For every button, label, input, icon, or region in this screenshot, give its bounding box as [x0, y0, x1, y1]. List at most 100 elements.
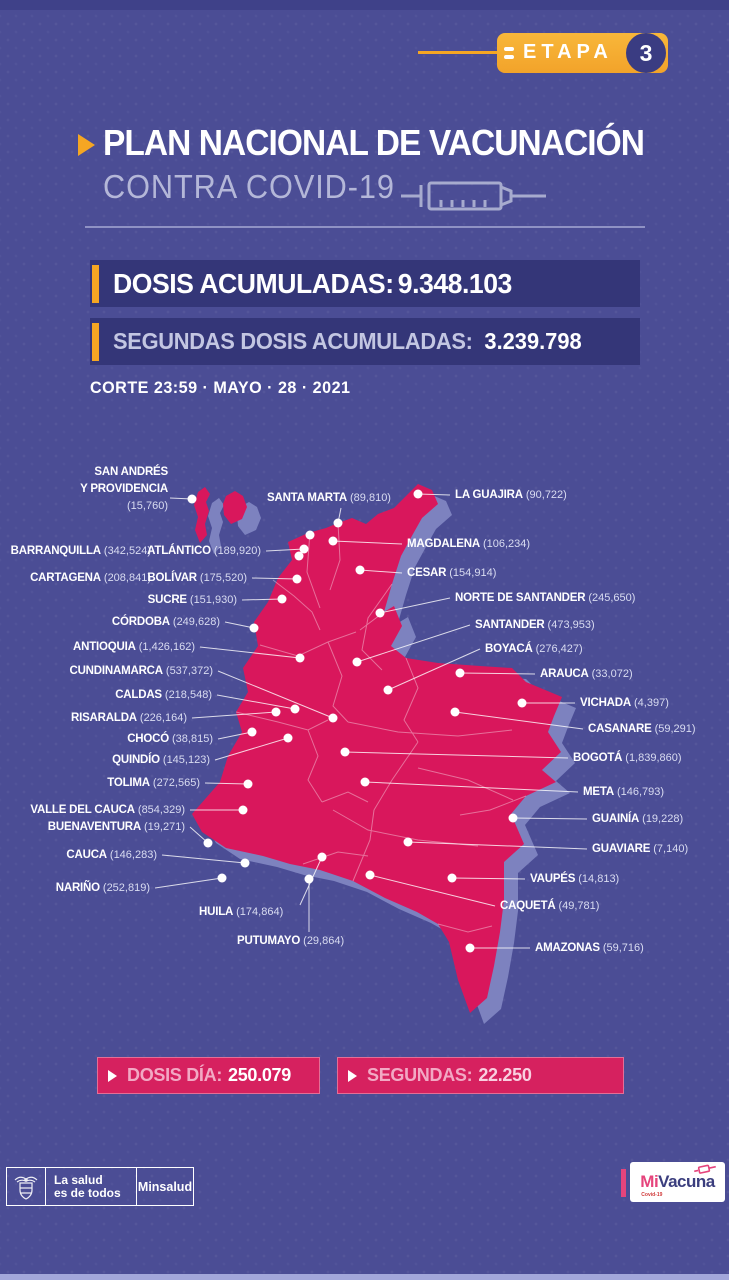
map-dot-guaviare: [403, 837, 413, 847]
map-dot-arauca: [455, 668, 465, 678]
mini-syringe-icon: [693, 1164, 716, 1174]
gov-coat-of-arms-icon: [7, 1168, 46, 1205]
leader-line-bogota: [344, 751, 569, 759]
map-dot-cauca: [240, 858, 250, 868]
map-dot-narino: [217, 873, 227, 883]
map-dot-amazonas: [465, 943, 475, 953]
map-dot-guainia: [508, 813, 518, 823]
map-dot-cundinamarca: [328, 713, 338, 723]
arrow-icon: [348, 1069, 357, 1082]
segundas-dosis-banner: SEGUNDAS DOSIS ACUMULADAS: 3.239.798: [90, 318, 640, 365]
minsalud-logo: La salud es de todos Minsalud: [6, 1167, 194, 1206]
map-dots: [187, 489, 527, 953]
leader-line-tolima: [204, 782, 249, 785]
syringe-icon: [401, 181, 546, 211]
badge-dash-icon: [504, 47, 514, 51]
leader-line-santander: [356, 624, 471, 663]
map-dot-quindio: [283, 733, 293, 743]
mivacuna-logo: MiVacuna Covid-19: [630, 1162, 725, 1202]
orange-accent-bar: [92, 264, 99, 303]
map-dot-santa-marta: [333, 518, 343, 528]
dosis-acumuladas-label: DOSIS ACUMULADAS:: [113, 267, 394, 299]
map-dot-barranquilla: [305, 530, 315, 540]
map-dot-tolima: [243, 779, 253, 789]
map-dot-bogota: [340, 747, 350, 757]
mivacuna-accent-bar: [621, 1169, 626, 1197]
bottom-strip: [0, 1274, 729, 1280]
map-dot-caqueta: [365, 870, 375, 880]
segundas-label: SEGUNDAS:: [367, 1065, 473, 1085]
arrow-icon: [108, 1069, 117, 1082]
mivacuna-subtext: Covid-19: [641, 1192, 663, 1198]
leader-line-quindio: [214, 737, 289, 761]
leader-line-cauca: [161, 854, 246, 864]
title-divider: [85, 226, 645, 228]
map-dot-risaralda: [271, 707, 281, 717]
leader-line-vaupes: [451, 877, 526, 880]
colombia-map-body: [192, 484, 562, 1013]
gov-tagline: La salud es de todos: [46, 1168, 137, 1205]
map-dot-san-andres: [187, 494, 197, 504]
etapa-number-badge: 3: [626, 33, 666, 73]
map-dot-bolivar: [292, 574, 302, 584]
map-dot-huila: [317, 852, 327, 862]
leader-line-bolivar: [251, 577, 298, 580]
map-dot-sucre: [277, 594, 287, 604]
map-dot-vaupes: [447, 873, 457, 883]
map-dot-caldas: [290, 704, 300, 714]
segundas-value: 22.250: [478, 1065, 532, 1085]
map-dot-vichada: [517, 698, 527, 708]
orange-accent-bar: [92, 322, 99, 361]
map-dot-boyaca: [383, 685, 393, 695]
dosis-acumuladas-banner: DOSIS ACUMULADAS: 9.348.103: [90, 260, 640, 307]
gov-ministry-label: Minsalud: [137, 1179, 193, 1194]
map-dot-la-guajira: [413, 489, 423, 499]
department-borders: [235, 522, 527, 933]
dosis-acumuladas-value: 9.348.103: [397, 267, 513, 299]
map-dot-valle-del-cauca: [238, 805, 248, 815]
page-subtitle: CONTRA COVID-19: [103, 168, 395, 205]
mivacuna-mi: Mi: [640, 1172, 659, 1191]
leader-line-sucre: [241, 598, 283, 601]
badge-accent-line: [418, 51, 498, 54]
gov-tagline-line2: es de todos: [54, 1185, 121, 1200]
dosis-dia-banner: DOSIS DÍA: 250.079: [97, 1057, 320, 1094]
leader-line-arauca: [459, 672, 536, 675]
leader-line-guaviare: [407, 841, 588, 850]
map-dot-santander: [352, 657, 362, 667]
mivacuna-rest: Vacuna: [658, 1172, 715, 1191]
leader-lines: [154, 493, 588, 949]
gov-tagline-line1: La salud: [54, 1172, 103, 1187]
map-dot-cesar: [355, 565, 365, 575]
leader-line-guainia: [512, 817, 588, 820]
leader-line-cundinamarca: [217, 670, 334, 719]
segundas-banner: SEGUNDAS: 22.250: [337, 1057, 624, 1094]
map-dot-casanare: [450, 707, 460, 717]
title-arrow-icon: [78, 134, 95, 156]
map-dot-cordoba: [249, 623, 259, 633]
dosis-dia-value: 250.079: [228, 1065, 291, 1085]
cutoff-date: CORTE 23:59 · MAYO · 28 · 2021: [90, 378, 351, 397]
map-dot-magdalena: [328, 536, 338, 546]
leader-line-cesar: [359, 569, 403, 574]
map-dot-antioquia: [295, 653, 305, 663]
leader-line-magdalena: [332, 540, 403, 545]
leader-line-atlantico: [265, 548, 305, 552]
leader-line-norte-de-santander: [379, 597, 451, 614]
leader-line-casanare: [454, 711, 584, 730]
map-dot-buenaventura: [203, 838, 213, 848]
segundas-dosis-label: SEGUNDAS DOSIS ACUMULADAS:: [113, 328, 473, 354]
badge-dash-icon: [504, 55, 514, 59]
top-strip: [0, 0, 729, 10]
leader-line-caldas: [216, 694, 296, 710]
leader-line-la-guajira: [417, 493, 451, 496]
leader-line-caqueta: [369, 874, 496, 907]
etapa-badge: ETAPA 3: [497, 33, 668, 73]
leader-line-antioquia: [199, 646, 301, 659]
colombia-map: [154, 484, 588, 1024]
leader-line-boyaca: [387, 648, 481, 691]
map-dot-choco: [247, 727, 257, 737]
leader-line-meta: [364, 781, 579, 793]
map-dot-atlantico: [299, 544, 309, 554]
